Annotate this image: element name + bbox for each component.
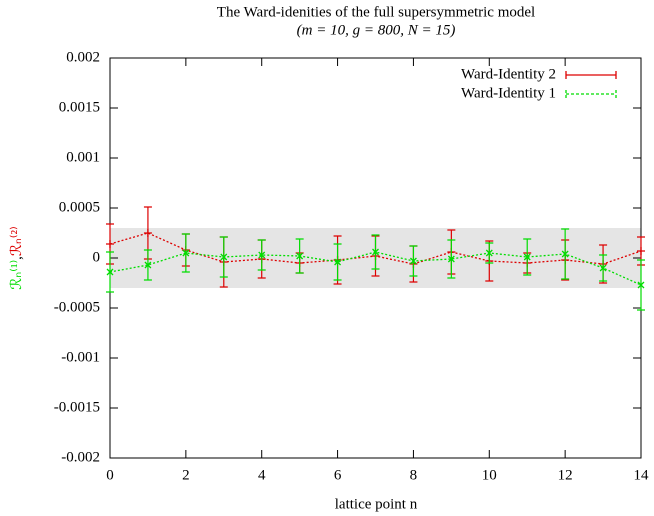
point-marker [106,268,114,276]
y-axis-label-part: ℛₙ⁽²⁾ [9,226,25,256]
y-axis-label-part: ℛₙ⁽¹⁾ [9,260,25,290]
point-marker [143,229,152,237]
point-marker [258,251,266,259]
y-tick-label: -0.001 [61,349,100,365]
point-marker [523,253,531,261]
y-tick-label: 0.001 [66,149,100,165]
y-axis-label-part: , [9,256,25,260]
point-marker [637,247,645,255]
legend-swatch [565,71,617,79]
series-line [109,251,642,286]
point-marker [144,261,152,269]
point-marker [334,258,342,266]
point-marker [447,255,455,263]
point-marker [561,250,569,258]
x-tick-label: 0 [106,467,114,483]
chart-subtitle: (m = 10, g = 800, N = 15) [297,22,456,38]
x-tick-label: 8 [410,467,418,483]
point-marker [409,257,417,265]
y-tick-label: 0.0005 [59,199,100,215]
x-tick-label: 2 [182,467,190,483]
x-tick-label: 4 [258,467,266,483]
y-tick-label: -0.0005 [54,299,100,315]
legend-label: Ward-Identity 2 [461,66,556,82]
point-marker [485,249,493,257]
point-marker [106,240,114,248]
y-axis-label: ℛₙ⁽¹⁾,ℛₙ⁽²⁾ [9,226,25,289]
point-marker [372,248,379,256]
point-marker [599,264,607,272]
legend-label: Ward-Identity 1 [461,85,556,101]
chart-title: The Ward-idenities of the full supersymm… [217,4,535,20]
y-tick-label: -0.002 [61,449,100,465]
point-marker [637,281,645,289]
y-tick-label: 0.0015 [59,99,100,115]
y-tick-label: 0 [93,249,101,265]
y-tick-label: -0.0015 [54,399,100,415]
x-axis-label: lattice point n [335,496,418,512]
point-marker [220,253,228,261]
x-tick-label: 6 [334,467,342,483]
x-tick-label: 12 [558,467,573,483]
point-marker [296,252,304,260]
point-marker [182,249,190,257]
x-tick-label: 14 [634,467,650,483]
legend-swatch [565,90,617,98]
y-tick-label: 0.002 [66,49,100,65]
x-tick-label: 10 [482,467,497,483]
